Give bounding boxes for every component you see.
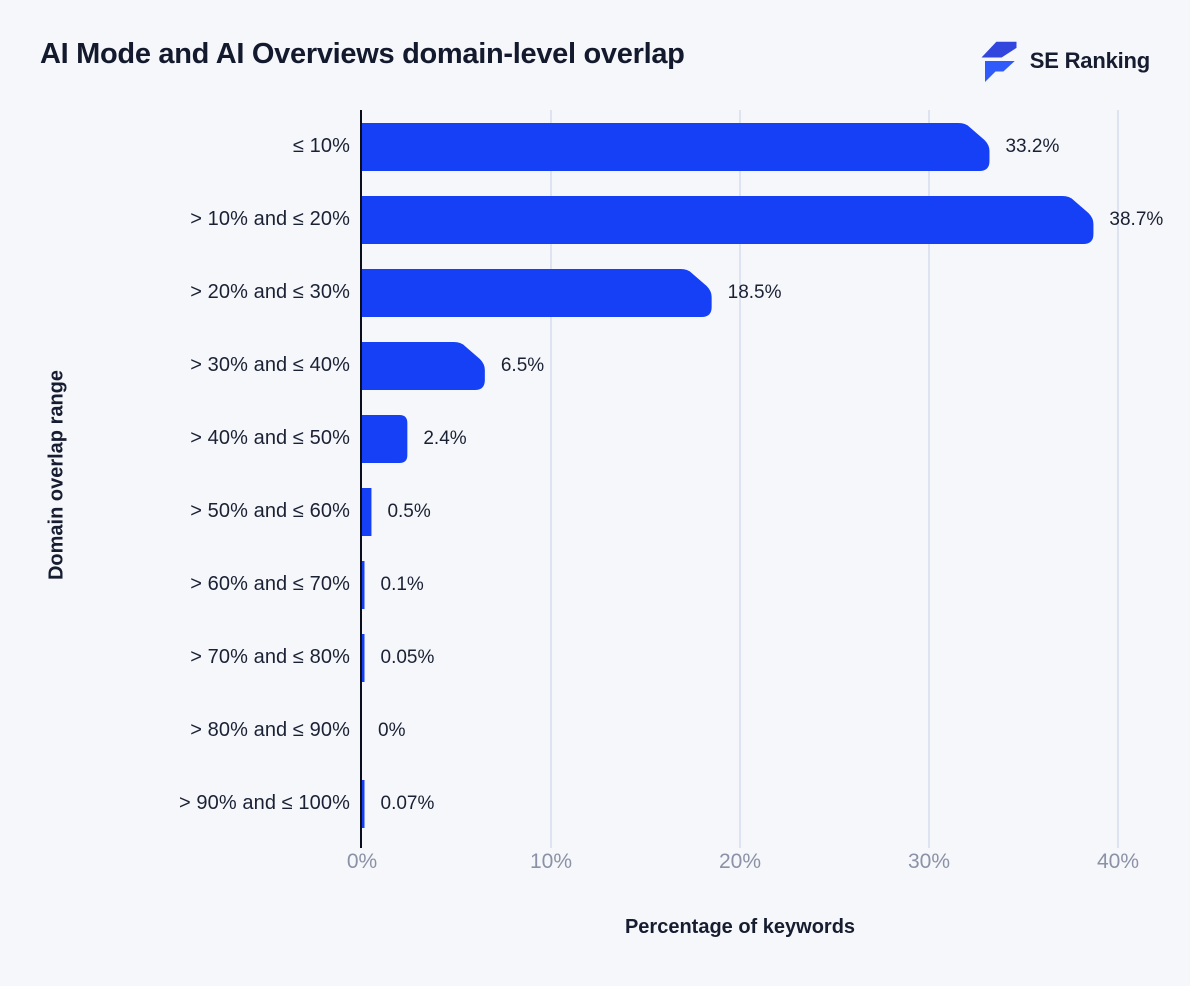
bar-value-label: 0.1% [380, 573, 424, 595]
category-label: > 30% and ≤ 40% [190, 354, 350, 376]
bar-value-label: 33.2% [1005, 135, 1060, 157]
y-axis-line [360, 110, 362, 848]
bar-value-label: 0.05% [380, 646, 435, 668]
category-labels: ≤ 10% > 10% and ≤ 20% > 20% and ≤ 30% > 30%… [0, 110, 350, 840]
bar-value-label: 0.07% [380, 792, 435, 814]
category-label: > 80% and ≤ 90% [190, 719, 350, 741]
bar [362, 560, 365, 609]
category-label: ≤ 10% [292, 135, 350, 157]
bar-value-label: 2.4% [423, 427, 467, 449]
logo-bottom-bolt [984, 61, 1015, 82]
gridline [550, 110, 552, 848]
bar [362, 122, 990, 171]
x-tick-label: 20% [718, 850, 762, 873]
category-label: > 40% and ≤ 50% [190, 427, 350, 449]
bar [362, 268, 712, 317]
brand: SE Ranking [978, 38, 1150, 84]
category-label: > 70% and ≤ 80% [190, 646, 350, 668]
bar-value-label: 6.5% [500, 354, 545, 376]
bar [362, 341, 485, 390]
plot-area: 33.2% 38.7% 18.5% 6.5% 2.4% 0.5% 0.1% 0.05% 0% 0.… [360, 110, 1163, 848]
category-label: > 20% and ≤ 30% [190, 281, 350, 303]
logo-top-bolt [981, 41, 1017, 58]
bar [362, 487, 372, 536]
x-tick-label: 0% [346, 850, 378, 873]
bar-value-label: 38.7% [1109, 208, 1164, 230]
gridline [1117, 110, 1119, 848]
brand-name: SE Ranking [1029, 48, 1150, 73]
bar-value-label: 0% [378, 719, 406, 741]
chart-title: AI Mode and AI Overviews domain-level ov… [40, 38, 685, 70]
x-tick-label: 40% [1096, 850, 1140, 873]
bar-value-label: 18.5% [727, 281, 782, 303]
x-axis-ticks: 0% 10% 20% 30% 40% [347, 850, 1139, 880]
se-ranking-logo-icon [981, 41, 1017, 82]
x-tick-label: 10% [529, 850, 573, 873]
gridline [739, 110, 741, 848]
category-label: > 50% and ≤ 60% [190, 500, 350, 522]
gridline [928, 110, 930, 848]
bar-value-label: 0.5% [387, 500, 431, 522]
category-label: > 90% and ≤ 100% [178, 792, 350, 814]
x-tick-label: 30% [907, 850, 951, 873]
category-label: > 60% and ≤ 70% [190, 573, 350, 595]
bar [362, 779, 365, 828]
category-label: > 10% and ≤ 20% [190, 208, 350, 230]
x-axis-title: Percentage of keywords [624, 916, 856, 938]
bar [362, 195, 1094, 244]
bar [362, 414, 408, 463]
bar [362, 633, 365, 682]
